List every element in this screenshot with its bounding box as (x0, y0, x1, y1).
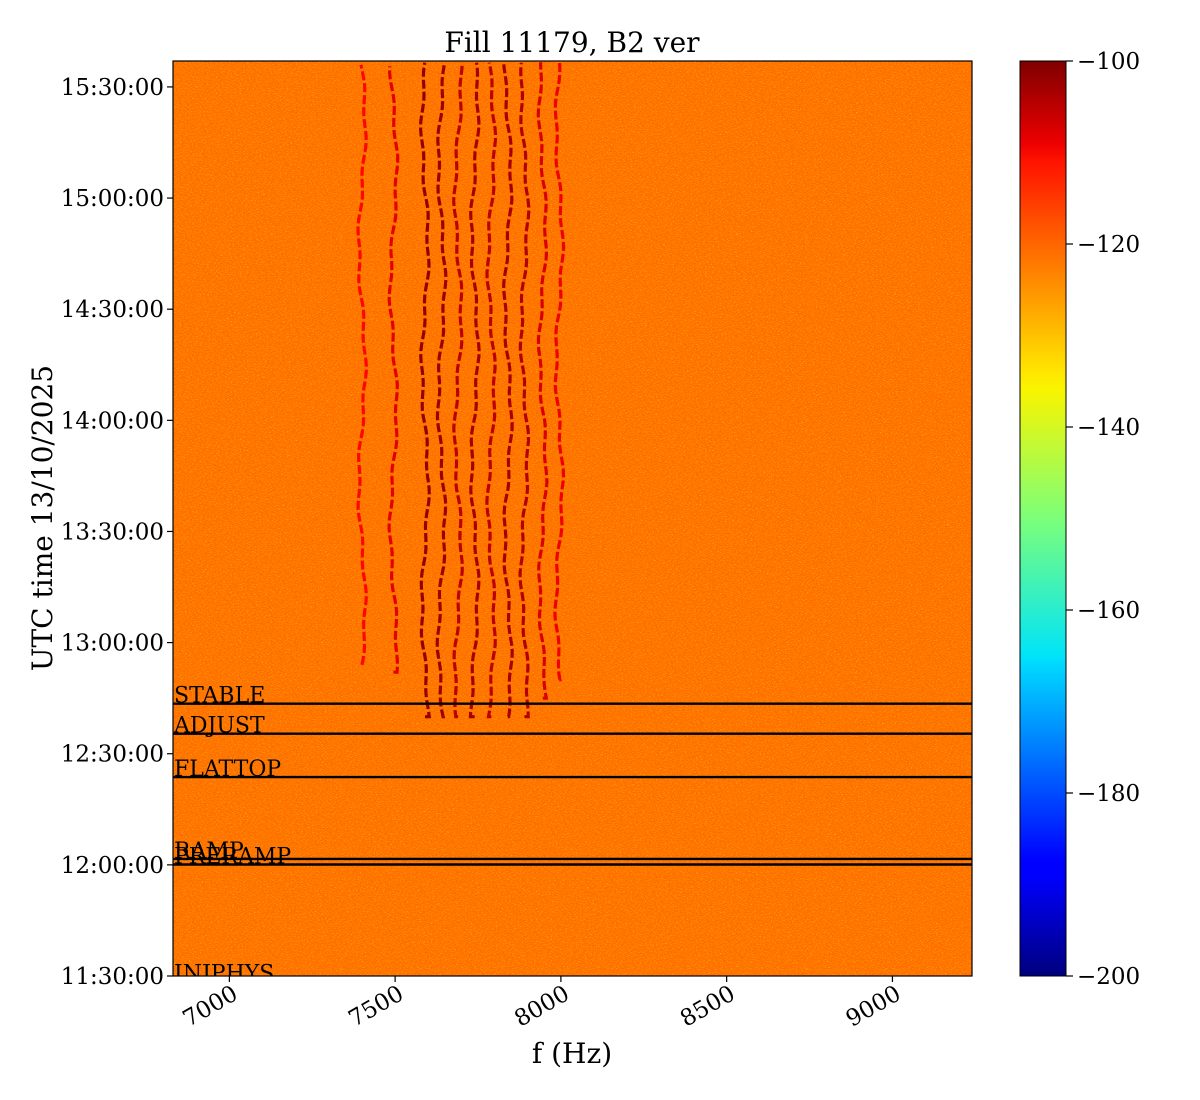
beam-mode-label: ADJUST (173, 714, 265, 739)
tune-line (536, 62, 549, 700)
y-axis-ticks: 11:30:00 12:00:00 12:30:00 13:00:00 13:30:00… (61, 75, 173, 990)
tune-line (468, 62, 481, 719)
heatmap-noise (173, 61, 972, 976)
y-tick-label: 14:30:00 (61, 297, 164, 323)
tune-line (418, 62, 431, 719)
tune-line (356, 64, 368, 666)
plot-frame (172, 60, 973, 977)
colorbar-tick-label: −180 (1077, 781, 1140, 807)
beam-mode-label: STABLE (174, 684, 265, 709)
colorbar-tick-label: −200 (1077, 964, 1140, 990)
colorbar-tick-label: −120 (1077, 232, 1140, 258)
beam-mode-label: FLATTOP (174, 757, 281, 782)
x-axis-label: f (Hz) (532, 1037, 612, 1070)
x-tick-label: 7500 (344, 981, 408, 1033)
tune-line (387, 66, 400, 674)
tune-line (518, 62, 531, 719)
y-tick-label: 12:00:00 (61, 853, 164, 879)
colorbar-tick-label: −140 (1077, 415, 1140, 441)
x-axis-ticks: 7000 7500 8000 8500 9000 (179, 976, 906, 1033)
y-tick-label: 13:30:00 (61, 519, 164, 545)
colorbar: −100 −120 −140 −160 −180 −200 (1019, 49, 1140, 990)
colorbar-tick-label: −160 (1077, 598, 1140, 624)
x-tick-label: 7000 (179, 981, 243, 1033)
colorbar-ticks: −100 −120 −140 −160 −180 −200 (1066, 49, 1140, 990)
tune-line (435, 62, 448, 719)
y-tick-label: 13:00:00 (61, 631, 164, 657)
colorbar-gradient (1019, 60, 1067, 977)
y-axis-label: UTC time 13/10/2025 (26, 365, 59, 671)
x-tick-label: 9000 (842, 981, 906, 1033)
tune-line (553, 61, 566, 682)
beam-mode-label: INJPHYS (174, 962, 274, 987)
tune-line (485, 62, 498, 719)
y-tick-label: 14:00:00 (61, 408, 164, 434)
beam-mode-label: RAMP (174, 839, 244, 864)
y-tick-label: 15:00:00 (61, 186, 164, 212)
colorbar-tick-label: −100 (1077, 49, 1140, 75)
beam-mode-label: PRERAMP (174, 845, 291, 870)
y-tick-label: 15:30:00 (61, 75, 164, 101)
y-tick-label: 12:30:00 (61, 742, 164, 768)
x-tick-label: 8500 (676, 981, 740, 1033)
tune-lines (356, 61, 566, 719)
y-tick-label: 11:30:00 (61, 964, 164, 990)
x-tick-label: 8000 (510, 981, 574, 1033)
chart-title: Fill 11179, B2 ver (444, 26, 700, 59)
tune-line (452, 62, 464, 719)
tune-line (502, 62, 514, 719)
